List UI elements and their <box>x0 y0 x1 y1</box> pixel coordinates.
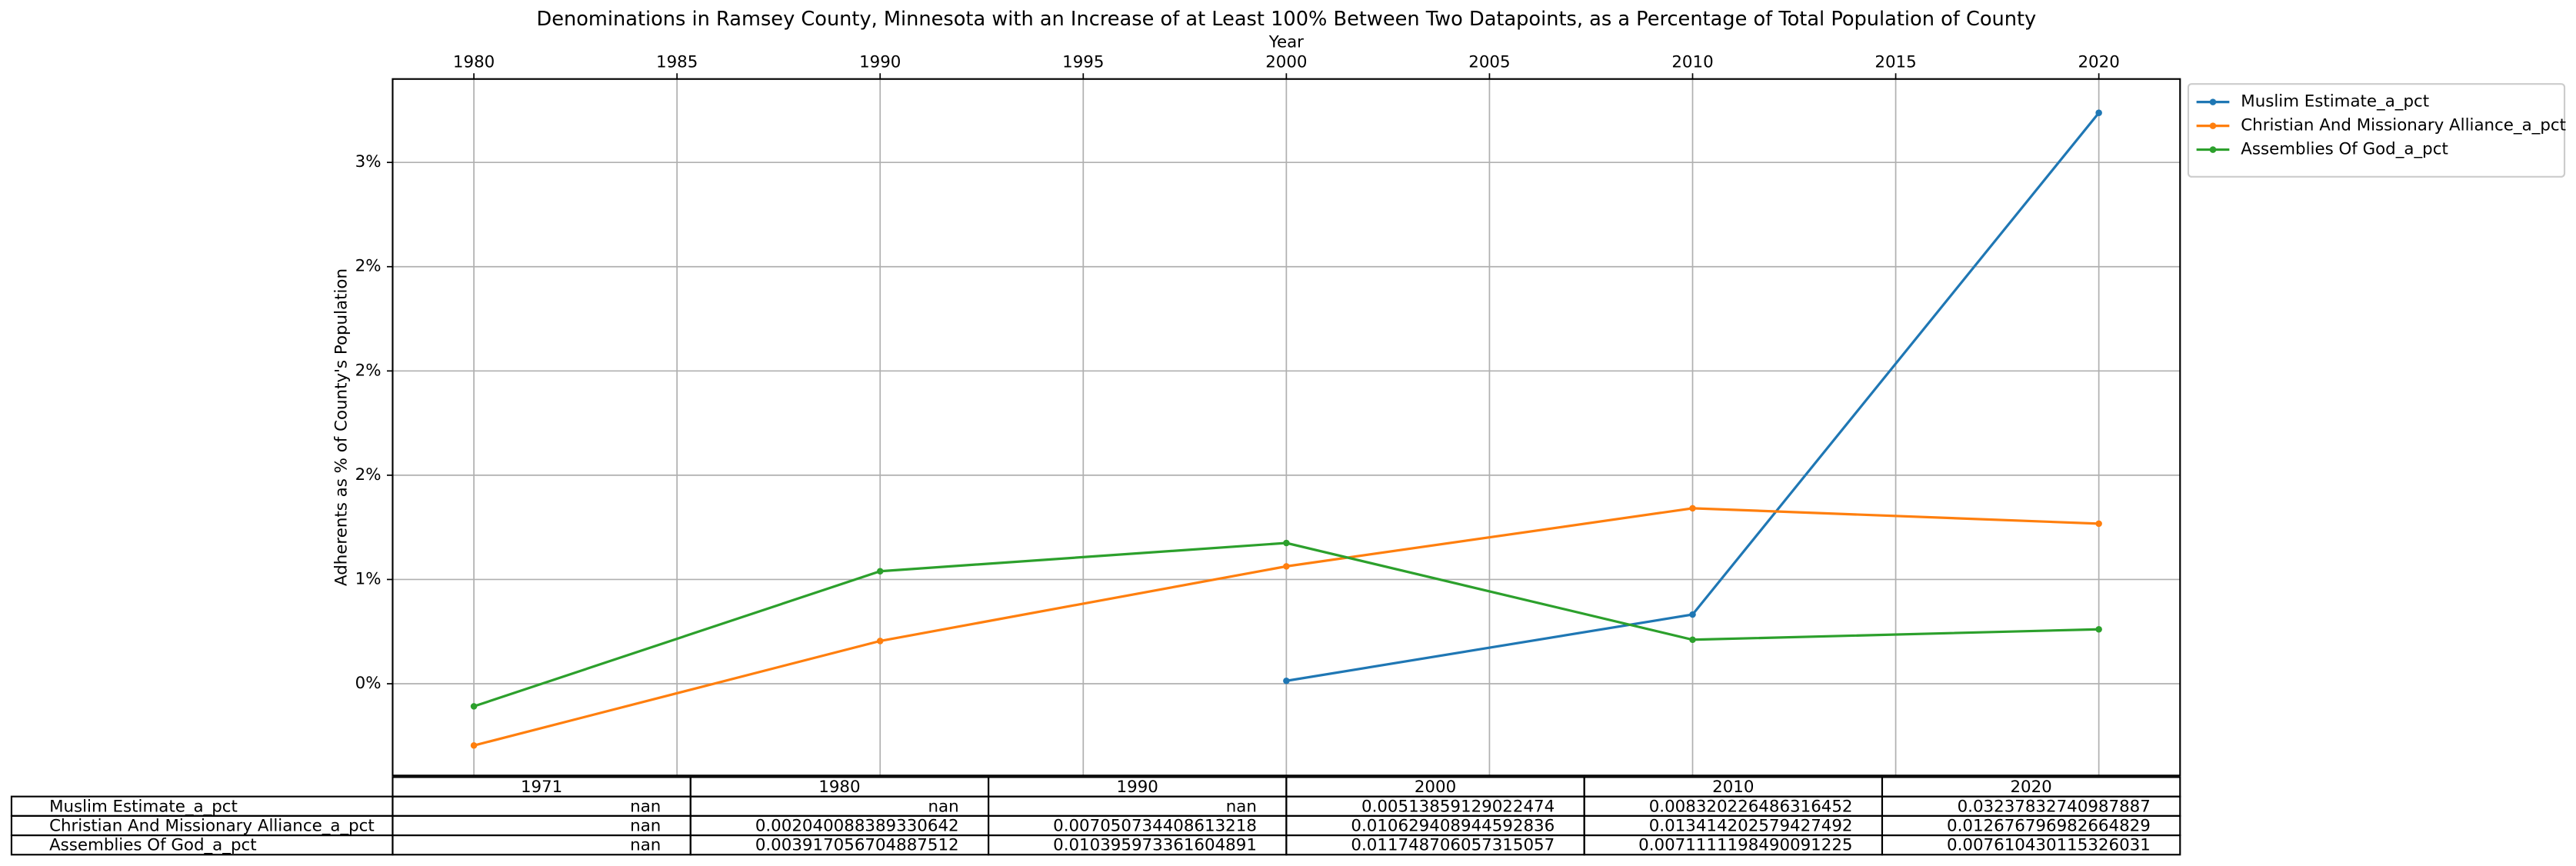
legend-label: Christian And Missionary Alliance_a_pct <box>2241 116 2566 135</box>
table-cell-text: 0.0071111198490091225 <box>1638 836 1852 855</box>
y-axis-title: Adherents as % of County's Population <box>332 268 351 586</box>
table-cell-text: nan <box>630 836 661 855</box>
y-tick-label: 2% <box>355 361 382 380</box>
x-tick-label: 2000 <box>1265 52 1307 72</box>
table-row-label: Christian And Missionary Alliance_a_pct <box>49 817 375 836</box>
table-cell-text: 0.010395973361604891 <box>1053 836 1257 855</box>
table-cell-text: nan <box>630 797 661 816</box>
table-cell-text: 0.008320226486316452 <box>1649 797 1853 816</box>
table-cell-text: 0.00513859129022474 <box>1361 797 1555 816</box>
y-tick-label: 1% <box>355 569 382 588</box>
data-point <box>1689 611 1696 618</box>
x-tick-label: 2015 <box>1875 52 1916 72</box>
plot-frame <box>392 78 2181 777</box>
table-header: 2000 <box>1415 778 1456 797</box>
table-cell-text: nan <box>630 817 661 836</box>
legend-label: Muslim Estimate_a_pct <box>2241 92 2429 112</box>
data-point <box>2095 625 2102 633</box>
table-cell-text: 0.012676796982664829 <box>1947 817 2151 836</box>
table-header: 1990 <box>1117 778 1158 797</box>
x-tick-label: 1990 <box>859 52 901 72</box>
table-cell-text: 0.013414202579427492 <box>1649 817 1853 836</box>
table-cell <box>1881 834 2181 856</box>
legend-marker <box>2209 146 2217 153</box>
data-point <box>470 742 478 749</box>
x-tick-label: 2010 <box>1671 52 1713 72</box>
data-point <box>1283 563 1290 570</box>
data-point <box>1283 677 1290 684</box>
table-row-label: Muslim Estimate_a_pct <box>49 797 238 816</box>
data-point <box>2095 520 2102 528</box>
data-point <box>1283 539 1290 547</box>
data-point <box>876 568 884 575</box>
y-tick-label: 2% <box>355 465 382 485</box>
y-tick-label: 3% <box>355 152 382 172</box>
x-tick-label: 2020 <box>2078 52 2119 72</box>
data-point <box>1689 505 1696 512</box>
data-point <box>2095 109 2102 116</box>
y-tick-label: 2% <box>355 257 382 276</box>
table-cell-text: 0.007610430115326031 <box>1947 836 2151 855</box>
table-cell-text: 0.010629408944592836 <box>1351 817 1555 836</box>
table-cell-text: 0.011748706057315057 <box>1351 836 1555 855</box>
table-cell-text: 0.007050734408613218 <box>1053 817 1257 836</box>
table-cell-text: 0.003917056704887512 <box>755 836 959 855</box>
data-point <box>876 638 884 645</box>
legend-marker <box>2209 122 2217 129</box>
table-cell-text: 0.03237832740987887 <box>1958 797 2151 816</box>
x-tick-label: 1995 <box>1062 52 1104 72</box>
table-header: 1980 <box>818 778 860 797</box>
table-cell-text: nan <box>928 797 958 816</box>
data-point <box>1689 636 1696 644</box>
table-header: 2010 <box>1712 778 1754 797</box>
table-cell-text: 0.002040088389330642 <box>755 817 959 836</box>
legend-label: Assemblies Of God_a_pct <box>2241 140 2448 159</box>
legend-box <box>2187 83 2566 178</box>
table-header: 2020 <box>2010 778 2051 797</box>
x-tick-label: 1985 <box>656 52 698 72</box>
table-cell-text: nan <box>1226 797 1257 816</box>
x-axis-title: Year <box>1268 33 1304 52</box>
table-header: 1971 <box>521 778 562 797</box>
x-tick-label: 2005 <box>1468 52 1510 72</box>
chart-title: Denominations in Ramsey County, Minnesot… <box>537 8 2037 31</box>
legend-marker <box>2209 98 2217 105</box>
data-point <box>470 703 478 710</box>
table-row-label: Assemblies Of God_a_pct <box>49 836 257 855</box>
y-tick-label: 0% <box>355 674 382 693</box>
x-tick-label: 1980 <box>453 52 495 72</box>
